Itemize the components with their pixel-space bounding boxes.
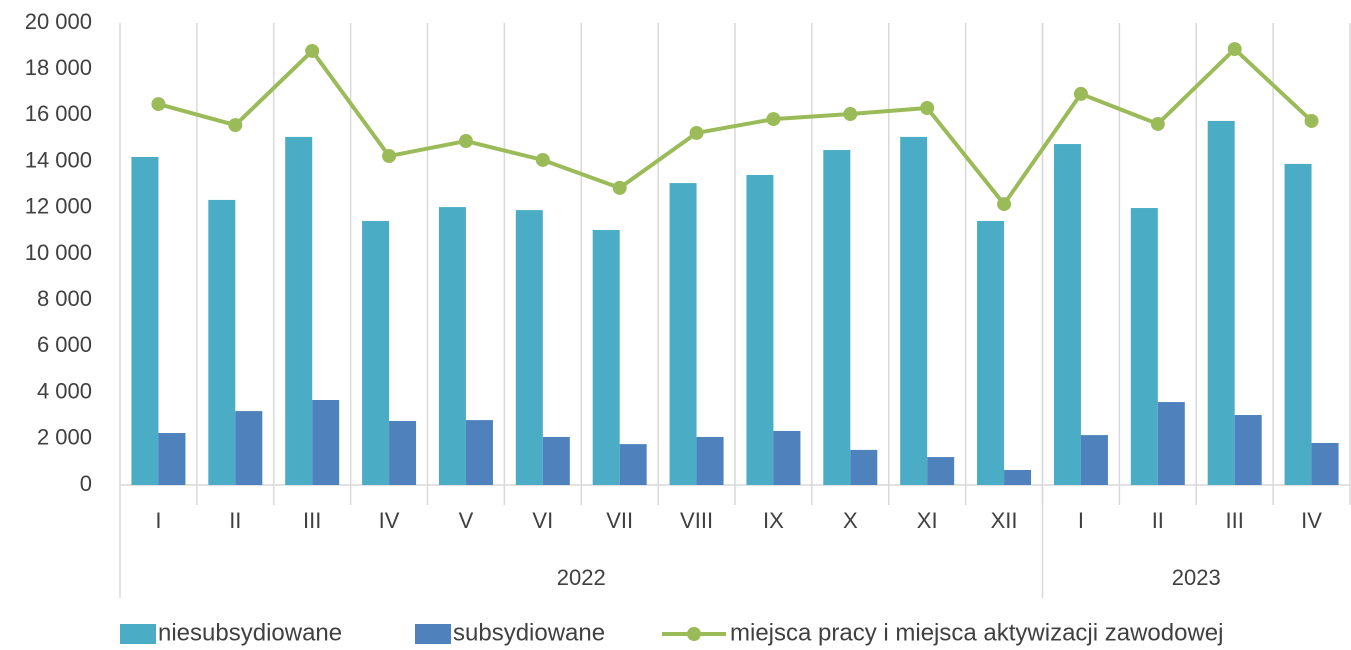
x-tick-label: IV [379, 508, 400, 533]
legend-swatch [120, 624, 156, 644]
x-tick-label: IV [1301, 508, 1322, 533]
line-marker [920, 101, 935, 116]
x-tick-label: I [1078, 508, 1084, 533]
bar [1157, 402, 1185, 485]
line-marker [843, 107, 858, 122]
bar [696, 436, 724, 485]
bar [362, 220, 390, 486]
group-label: 2022 [557, 565, 606, 590]
line-marker [1150, 116, 1165, 131]
bar [1234, 415, 1262, 485]
x-tick-label: X [843, 508, 858, 533]
group-label: 2023 [1172, 565, 1221, 590]
line-marker [305, 43, 320, 58]
line-marker [382, 149, 397, 164]
x-tick-label: IX [763, 508, 784, 533]
bar [515, 210, 543, 486]
y-tick-label: 14 000 [25, 147, 92, 172]
line-marker [997, 197, 1012, 212]
bar [158, 433, 186, 485]
line-marker [1304, 113, 1319, 128]
x-tick-label: VI [532, 508, 553, 533]
bar [977, 220, 1005, 486]
bar [208, 199, 236, 486]
bar [465, 420, 493, 485]
x-tick-label: III [1226, 508, 1244, 533]
x-tick-label: I [155, 508, 161, 533]
legend-swatch [415, 624, 451, 644]
x-tick-label: VIII [680, 508, 713, 533]
bar [1080, 435, 1108, 485]
bar [900, 136, 928, 485]
x-tick-label: XI [917, 508, 938, 533]
x-tick-label: XII [991, 508, 1018, 533]
line-marker [1227, 42, 1242, 57]
line-marker [766, 112, 781, 127]
bar [389, 421, 417, 485]
y-tick-label: 20 000 [25, 9, 92, 34]
line-marker [458, 134, 473, 149]
y-tick-label: 4 000 [37, 378, 92, 403]
x-tick-label: VII [606, 508, 633, 533]
bar [285, 136, 313, 485]
bar [312, 399, 340, 485]
legend-swatch [687, 627, 701, 641]
line-marker [535, 152, 550, 167]
bar [438, 207, 466, 485]
bar [773, 430, 801, 485]
line [157, 46, 1313, 208]
x-tick-label: II [1152, 508, 1164, 533]
bar [823, 150, 851, 486]
bar [1311, 442, 1339, 485]
bar [746, 174, 774, 486]
y-tick-label: 2 000 [37, 425, 92, 450]
y-tick-label: 8 000 [37, 286, 92, 311]
bar [542, 436, 570, 485]
bar [619, 444, 647, 485]
line-marker [612, 180, 627, 195]
bar [927, 457, 955, 485]
y-tick-label: 10 000 [25, 240, 92, 265]
bar [131, 156, 159, 486]
bar [592, 229, 620, 485]
y-tick-label: 6 000 [37, 332, 92, 357]
bar [1004, 469, 1032, 485]
y-tick-label: 18 000 [25, 55, 92, 80]
bar [1207, 120, 1235, 485]
bar [1284, 163, 1312, 485]
bar [1053, 144, 1081, 485]
y-tick-label: 0 [80, 471, 92, 496]
legend-label: niesubsydiowane [158, 619, 342, 646]
line-marker [1073, 86, 1088, 101]
legend-label: miejsca pracy i miejsca aktywizacji zawo… [730, 619, 1224, 646]
x-tick-label: II [229, 508, 241, 533]
legend-label: subsydiowane [453, 619, 605, 646]
bar [1130, 208, 1158, 485]
bar [850, 449, 878, 485]
bar [235, 411, 263, 485]
line-marker [689, 125, 704, 140]
y-tick-label: 12 000 [25, 194, 92, 219]
line-marker [151, 97, 166, 112]
y-tick-label: 16 000 [25, 101, 92, 126]
bar [669, 183, 697, 485]
line-marker [228, 118, 243, 133]
x-tick-label: III [303, 508, 321, 533]
x-tick-label: V [459, 508, 474, 533]
